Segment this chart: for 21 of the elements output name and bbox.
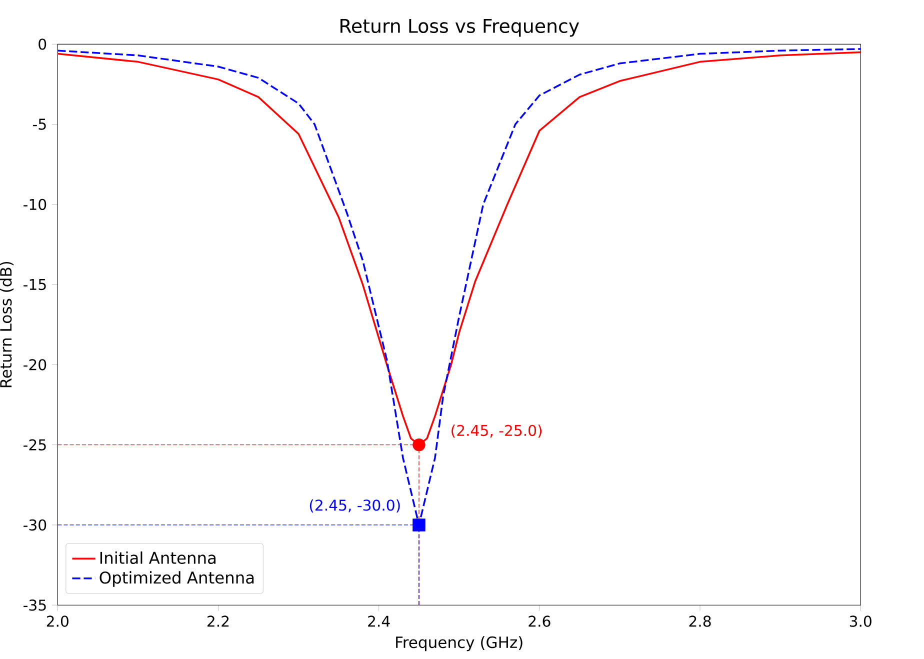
x-tick-label: 2.4 <box>368 616 390 627</box>
chart-title: Return Loss vs Frequency <box>340 19 580 37</box>
y-tick-label: -25 <box>24 439 46 451</box>
y-tick-label: -15 <box>24 279 46 290</box>
x-tick-label: 2.6 <box>528 616 550 627</box>
annotation: (2.45, -25.0) <box>452 424 542 438</box>
y-tick-label: -30 <box>24 519 46 531</box>
x-tick-label: 2.0 <box>46 616 68 627</box>
legend-label: Initial Antenna <box>100 551 216 564</box>
y-tick-label: -10 <box>24 198 46 210</box>
y-tick-label: 0 <box>38 38 46 50</box>
x-tick-label: 3.0 <box>850 616 872 627</box>
annotation: (2.45, -30.0) <box>310 499 400 513</box>
y-tick-label: -20 <box>24 359 46 370</box>
x-tick-label: 2.8 <box>689 616 711 627</box>
y-tick-label: -35 <box>24 600 46 611</box>
y-tick-label: -5 <box>33 118 46 130</box>
x-tick-label: 2.2 <box>208 616 229 627</box>
x-axis-title: Frequency (GHz) <box>396 636 522 652</box>
y-axis-title: Return Loss (dB) <box>0 262 14 388</box>
legend-label: Optimized Antenna <box>100 571 254 587</box>
